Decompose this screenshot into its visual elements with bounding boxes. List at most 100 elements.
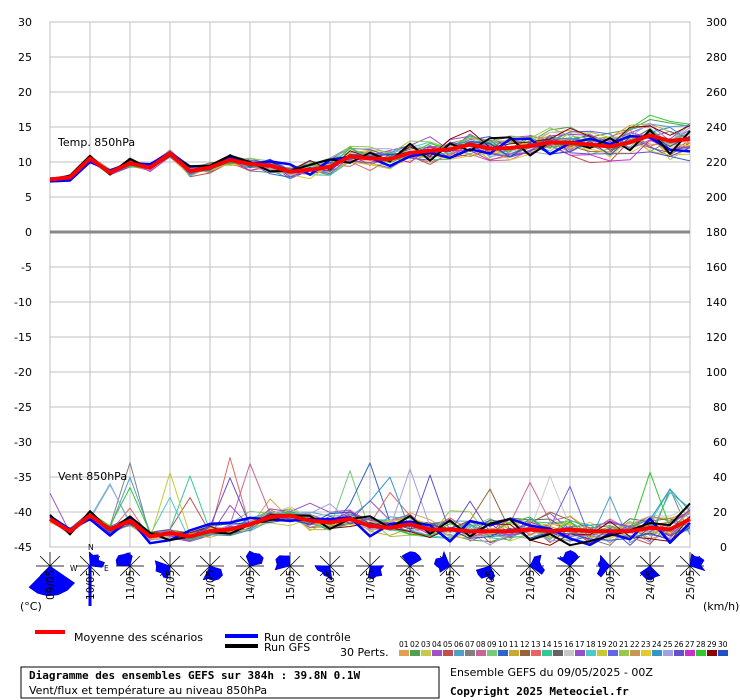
left-tick: -15 bbox=[14, 331, 32, 344]
right-tick: 140 bbox=[706, 296, 727, 309]
pert-number: 06 bbox=[454, 640, 464, 649]
wind-rose bbox=[636, 552, 664, 581]
pert-swatch bbox=[520, 650, 530, 656]
right-tick: 240 bbox=[706, 121, 727, 134]
pert-legend: 01 02 03 04 05 06 07 08 09 10 11 12 13 14 15 16 17 18 19 20… bbox=[399, 640, 728, 656]
date-label: 19/05 bbox=[445, 570, 457, 600]
pert-number: 28 bbox=[696, 640, 706, 649]
footer-run: Ensemble GEFS du 09/05/2025 - 00Z bbox=[450, 666, 653, 679]
pert-swatch bbox=[531, 650, 541, 656]
wind-rose bbox=[676, 552, 706, 580]
right-tick: 200 bbox=[706, 191, 727, 204]
pert-number: 14 bbox=[542, 640, 552, 649]
pert-swatch bbox=[685, 650, 695, 656]
pert-number: 30 bbox=[718, 640, 728, 649]
left-tick: -45 bbox=[14, 541, 32, 554]
left-tick: -30 bbox=[14, 436, 32, 449]
pert-number: 17 bbox=[575, 640, 585, 649]
pert-number: 02 bbox=[410, 640, 420, 649]
pert-number: 27 bbox=[685, 640, 695, 649]
right-unit: (km/h) bbox=[703, 600, 739, 613]
pert-wind-line bbox=[49, 468, 691, 546]
date-label: 10/05 bbox=[85, 570, 97, 600]
right-tick: 0 bbox=[720, 541, 727, 554]
left-tick: -5 bbox=[21, 261, 32, 274]
pert-swatch bbox=[432, 650, 442, 656]
right-tick: 300 bbox=[706, 16, 727, 29]
pert-swatch bbox=[509, 650, 519, 656]
right-tick: 20 bbox=[713, 506, 727, 519]
pert-wind-line bbox=[49, 474, 691, 546]
compass-W: W bbox=[70, 564, 78, 573]
date-label: 18/05 bbox=[405, 570, 417, 600]
wind-rose bbox=[433, 550, 464, 580]
right-tick: 80 bbox=[713, 401, 727, 414]
pert-number: 25 bbox=[663, 640, 673, 649]
pert-swatch bbox=[410, 650, 420, 656]
pert-number: 23 bbox=[641, 640, 651, 649]
pert-number: 07 bbox=[465, 640, 475, 649]
pert-swatch bbox=[542, 650, 552, 656]
pert-temp-line bbox=[49, 139, 691, 181]
left-tick: -35 bbox=[14, 471, 32, 484]
footer-box bbox=[20, 666, 440, 699]
pert-number: 11 bbox=[509, 640, 519, 649]
date-label: 17/05 bbox=[365, 570, 377, 600]
pert-number: 03 bbox=[421, 640, 431, 649]
left-unit: (°C) bbox=[20, 600, 42, 613]
compass-N: N bbox=[88, 543, 94, 552]
compass-needle bbox=[88, 566, 92, 606]
date-label: 21/05 bbox=[525, 570, 537, 600]
legend-control: Run de contrôle bbox=[264, 631, 351, 644]
date-label: 11/05 bbox=[125, 570, 137, 600]
pert-swatch bbox=[553, 650, 563, 656]
right-tick: 280 bbox=[706, 51, 727, 64]
pert-number: 12 bbox=[520, 640, 530, 649]
pert-swatch bbox=[696, 650, 706, 656]
wind-panel-label: Vent 850hPa bbox=[58, 470, 127, 483]
date-label: 14/05 bbox=[245, 570, 257, 600]
pert-swatch bbox=[443, 650, 453, 656]
wind-rose bbox=[274, 552, 304, 580]
pert-number: 19 bbox=[597, 640, 607, 649]
date-label: 15/05 bbox=[285, 570, 297, 600]
legend-perts: 30 Perts. bbox=[340, 646, 389, 659]
right-tick: 160 bbox=[706, 261, 727, 274]
axes: 30 25 20 15 10 5 0 -5 -10 -15 -20 -25 -30 -35 -40 -45 30… bbox=[14, 16, 727, 554]
date-label: 23/05 bbox=[605, 570, 617, 600]
wind-rose bbox=[115, 552, 144, 580]
pert-number: 15 bbox=[553, 640, 563, 649]
left-tick: 10 bbox=[18, 156, 32, 169]
pert-swatch bbox=[421, 650, 431, 656]
wind-rose bbox=[154, 552, 184, 580]
right-tick: 220 bbox=[706, 156, 727, 169]
pert-swatch bbox=[652, 650, 662, 656]
wind-rose bbox=[356, 552, 385, 580]
left-tick: 25 bbox=[18, 51, 32, 64]
date-label: 16/05 bbox=[325, 570, 337, 600]
date-label: 24/05 bbox=[645, 570, 657, 600]
wind-rose bbox=[396, 551, 424, 580]
pert-swatch bbox=[476, 650, 486, 656]
right-tick: 260 bbox=[706, 86, 727, 99]
right-tick: 100 bbox=[706, 366, 727, 379]
date-label: 22/05 bbox=[565, 570, 577, 600]
right-tick: 120 bbox=[706, 331, 727, 344]
pert-number: 09 bbox=[487, 640, 497, 649]
date-labels: 09/05 10/05 11/05 12/05 13/05 14/05 15/05 16/05… bbox=[45, 570, 697, 600]
wind-rose bbox=[314, 552, 344, 582]
run-lines bbox=[48, 129, 691, 547]
pert-swatch bbox=[674, 650, 684, 656]
pert-swatch bbox=[586, 650, 596, 656]
date-label: 20/05 bbox=[485, 570, 497, 600]
pert-number: 08 bbox=[476, 640, 486, 649]
pert-swatch bbox=[608, 650, 618, 656]
wind-rose bbox=[236, 550, 264, 580]
pert-number: 29 bbox=[707, 640, 717, 649]
wind-rose bbox=[596, 552, 624, 580]
pert-number: 18 bbox=[586, 640, 596, 649]
date-label: 13/05 bbox=[205, 570, 217, 600]
right-tick: 180 bbox=[706, 226, 727, 239]
pert-number: 16 bbox=[564, 640, 574, 649]
legend-mean: Moyenne des scénarios bbox=[74, 631, 203, 644]
